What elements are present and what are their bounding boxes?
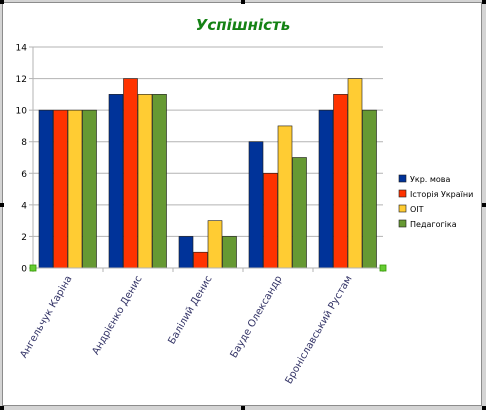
bar bbox=[108, 94, 124, 269]
selection-handle[interactable] bbox=[482, 0, 486, 4]
y-tick-label: 14 bbox=[16, 44, 28, 54]
bar bbox=[53, 109, 68, 269]
axis-handle bbox=[29, 264, 37, 272]
bar bbox=[362, 109, 377, 269]
selection-handle[interactable] bbox=[482, 203, 486, 207]
bar bbox=[222, 236, 237, 269]
y-tick-label: 8 bbox=[21, 138, 27, 148]
bar bbox=[318, 109, 334, 269]
axes bbox=[29, 47, 387, 272]
bar bbox=[178, 236, 194, 269]
bar bbox=[38, 109, 54, 269]
selection-handle[interactable] bbox=[241, 0, 245, 4]
bar bbox=[152, 94, 167, 269]
legend-label: Укр. мова bbox=[410, 175, 451, 184]
bar bbox=[123, 78, 138, 269]
bar bbox=[67, 109, 83, 269]
legend: Укр. мова Історія України ОІТ Педагогіка bbox=[398, 174, 473, 229]
selection-handle[interactable] bbox=[0, 406, 4, 410]
selection-handle[interactable] bbox=[241, 406, 245, 410]
bar bbox=[193, 251, 208, 269]
bar bbox=[263, 172, 278, 269]
bars bbox=[38, 78, 377, 269]
legend-swatch bbox=[398, 189, 407, 198]
x-tick-label: Ангельчук Каріна bbox=[18, 274, 75, 361]
x-tick-label: Балілий Денис bbox=[166, 274, 215, 347]
legend-swatch bbox=[398, 174, 407, 183]
selection-handle[interactable] bbox=[0, 0, 4, 4]
y-tick-labels: 0 2 4 6 8 10 12 14 bbox=[16, 44, 28, 275]
bar bbox=[292, 157, 307, 269]
bar bbox=[248, 141, 264, 269]
x-tick-labels: Ангельчук Каріна Андрієнко Денис Балілий Д… bbox=[18, 274, 355, 387]
y-tick-label: 6 bbox=[21, 170, 27, 180]
y-tick-label: 12 bbox=[16, 75, 27, 85]
x-tick-label: Андрієнко Денис bbox=[90, 274, 145, 357]
bar bbox=[82, 109, 97, 269]
x-tick-label: Броніславський Рустам bbox=[283, 274, 355, 387]
bar bbox=[277, 125, 293, 269]
legend-label: ОІТ bbox=[410, 205, 424, 214]
selection-handle[interactable] bbox=[482, 406, 486, 410]
chart-title: Успішність bbox=[196, 16, 290, 34]
axis-handle bbox=[379, 264, 387, 272]
y-tick-label: 4 bbox=[21, 201, 27, 211]
y-tick-label: 10 bbox=[16, 107, 28, 117]
selection-handle[interactable] bbox=[0, 203, 4, 207]
x-tick-label: Бауде Олександр bbox=[229, 274, 285, 360]
legend-label: Історія України bbox=[410, 190, 473, 199]
bar bbox=[207, 220, 223, 269]
bar bbox=[333, 94, 348, 269]
y-tick-label: 2 bbox=[21, 233, 27, 243]
legend-label: Педагогіка bbox=[410, 220, 457, 229]
chart-frame: Успішність 0 2 4 6 8 10 12 14 Ангельчук Каріна А… bbox=[2, 2, 482, 406]
bar bbox=[137, 94, 153, 269]
y-tick-label: 0 bbox=[21, 265, 27, 275]
legend-swatch bbox=[398, 204, 407, 213]
legend-swatch bbox=[398, 219, 407, 228]
bar bbox=[347, 78, 363, 269]
